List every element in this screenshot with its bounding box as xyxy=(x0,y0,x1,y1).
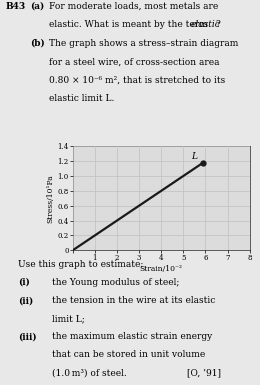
Text: limit L;: limit L; xyxy=(52,314,85,323)
Text: ?: ? xyxy=(216,20,220,29)
Text: [O, ’91]: [O, ’91] xyxy=(187,368,221,377)
Text: elastic: elastic xyxy=(191,20,221,29)
X-axis label: Strain/10⁻²: Strain/10⁻² xyxy=(140,265,183,273)
Text: that can be stored in unit volume: that can be stored in unit volume xyxy=(52,350,205,359)
Text: the Young modulus of steel;: the Young modulus of steel; xyxy=(52,278,179,287)
Text: The graph shows a stress–strain diagram: The graph shows a stress–strain diagram xyxy=(49,39,239,48)
Text: (i): (i) xyxy=(18,278,30,287)
Text: (ii): (ii) xyxy=(18,296,34,305)
Text: elastic limit L.: elastic limit L. xyxy=(49,94,115,103)
Text: for a steel wire, of cross-section area: for a steel wire, of cross-section area xyxy=(49,57,220,66)
Text: (a): (a) xyxy=(30,2,44,11)
Text: (1.0 m³) of steel.: (1.0 m³) of steel. xyxy=(52,368,127,377)
Text: elastic. What is meant by the term: elastic. What is meant by the term xyxy=(49,20,211,29)
Text: For moderate loads, most metals are: For moderate loads, most metals are xyxy=(49,2,219,11)
Text: (b): (b) xyxy=(30,39,45,48)
Text: (iii): (iii) xyxy=(18,332,37,341)
Text: the tension in the wire at its elastic: the tension in the wire at its elastic xyxy=(52,296,215,305)
Text: B43: B43 xyxy=(5,2,25,11)
Text: 0.80 × 10⁻⁶ m², that is stretched to its: 0.80 × 10⁻⁶ m², that is stretched to its xyxy=(49,76,226,85)
Text: Use this graph to estimate:: Use this graph to estimate: xyxy=(18,260,144,269)
Text: L: L xyxy=(191,152,197,161)
Text: the maximum elastic strain energy: the maximum elastic strain energy xyxy=(52,332,212,341)
Y-axis label: Stress/10¹Pa: Stress/10¹Pa xyxy=(47,174,55,223)
